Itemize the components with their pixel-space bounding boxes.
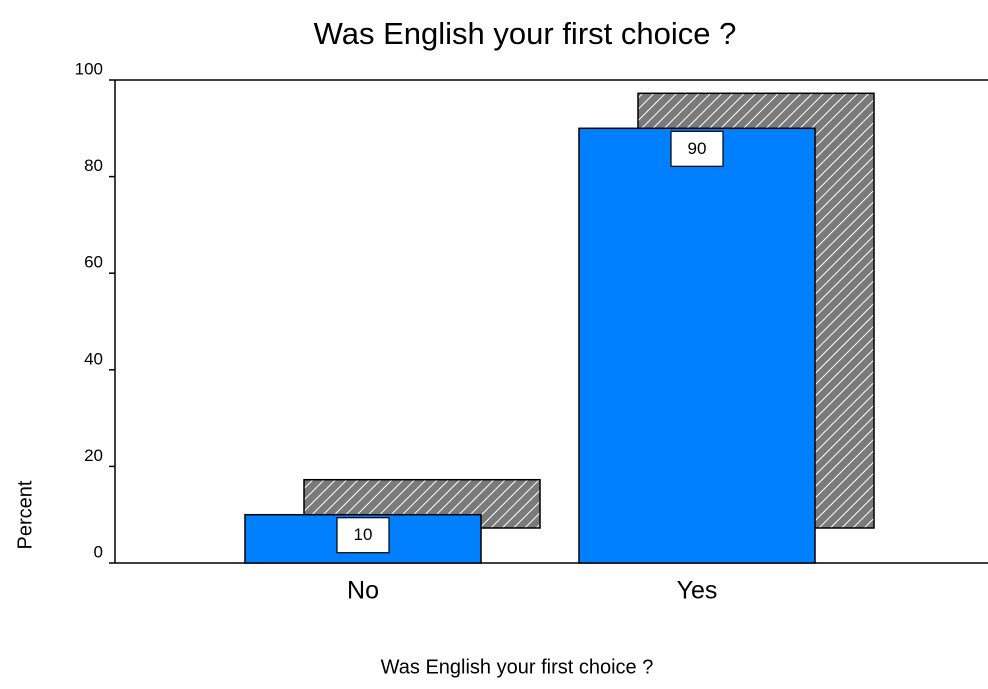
chart-title: Was English your first choice ? [314,16,737,51]
value-label-box [670,130,724,167]
y-tick-label: 0 [94,542,103,561]
y-tick-label: 60 [84,253,103,272]
y-tick-label: 40 [84,349,103,368]
x-tick-label: No [347,577,379,605]
y-tick-label: 80 [84,156,103,175]
value-label: 90 [688,139,707,158]
value-label-box [336,517,390,554]
y-axis-title: Percent [14,480,36,549]
x-tick-label: Yes [677,577,718,605]
bar [578,127,816,564]
y-tick-label: 100 [75,59,103,78]
y-tick-label: 20 [84,446,103,465]
value-label: 10 [354,525,373,544]
x-axis-title: Was English your first choice ? [381,656,654,678]
